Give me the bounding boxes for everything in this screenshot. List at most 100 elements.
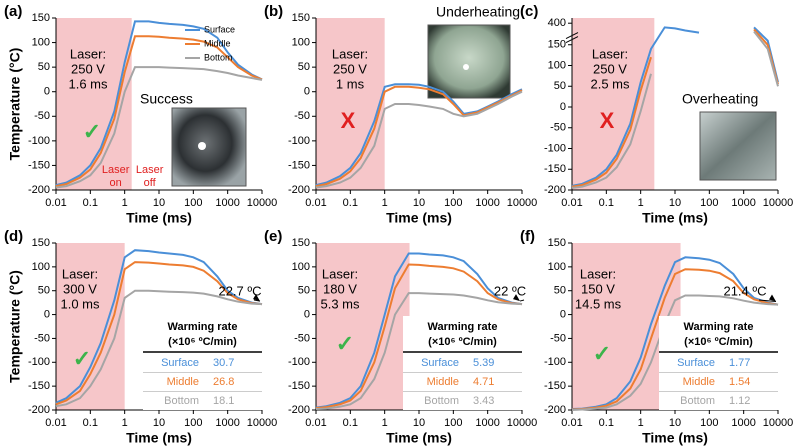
x-tick-label: 1000	[731, 197, 755, 209]
table-bg	[143, 316, 262, 410]
x-tick-label: 100	[700, 197, 718, 209]
y-tick-label: 150	[292, 12, 310, 24]
series-line	[55, 261, 263, 406]
photo-spot	[198, 142, 206, 150]
verdict: ✓	[593, 341, 611, 366]
y-tick-label: -200	[288, 184, 310, 196]
series-line	[315, 263, 523, 410]
series-line	[315, 90, 523, 189]
panel-label: (a)	[4, 3, 22, 20]
x-tick-label: 1	[382, 197, 388, 209]
x-tick-label: 10	[153, 417, 165, 429]
laser-setting: Laser:	[332, 46, 368, 61]
x-tick-label: 1000	[215, 197, 239, 209]
arrow	[253, 299, 261, 302]
x-tick-label: 1000	[215, 417, 239, 429]
x-tick-label: 100	[700, 417, 718, 429]
y-tick-label: 50	[38, 285, 50, 297]
panel: -200 -150 -100 -50 0 50 100 150 400 0.01 0.1 1 10 100…	[520, 3, 793, 226]
laser-setting: 250 V	[71, 61, 105, 76]
table-row-name: Bottom	[164, 395, 199, 407]
x-tick-label: 0.01	[305, 417, 326, 429]
axis-break	[565, 32, 579, 40]
series-line	[571, 294, 779, 411]
y-tick-label: 150	[548, 237, 566, 249]
laser-off: Laser	[136, 164, 164, 176]
x-axis-title: Time (ms)	[126, 210, 192, 226]
arrow	[519, 299, 525, 302]
series-line	[571, 30, 779, 189]
y-tick-label: -100	[28, 356, 50, 368]
y-tick-label: -50	[550, 122, 566, 134]
y-tick-label: -150	[28, 380, 50, 392]
x-tick-label: 0.01	[305, 197, 326, 209]
x-tick-label: 0.1	[343, 197, 358, 209]
x-tick-label: 1	[122, 197, 128, 209]
y-tick-label: 0	[304, 308, 310, 320]
laser-shade	[316, 18, 385, 190]
x-tick-label: 0.01	[561, 197, 582, 209]
laser-setting: 250 V	[593, 61, 627, 76]
panel-label: (b)	[264, 3, 283, 20]
y-tick-label: -150	[544, 380, 566, 392]
x-tick-label: 10000	[247, 417, 278, 429]
laser-setting: Laser:	[580, 266, 616, 281]
table-row-name: Bottom	[424, 395, 459, 407]
laser-setting: 250 V	[333, 61, 367, 76]
panel-label: (c)	[520, 3, 538, 20]
x-axis-title: Time (ms)	[642, 430, 708, 446]
table-row-value: 1.77	[729, 357, 750, 369]
y-tick-label: 400	[548, 17, 566, 29]
y-tick-label: 100	[32, 261, 50, 273]
x-tick-label: 1000	[731, 417, 755, 429]
y-tick-label: 100	[292, 261, 310, 273]
y-tick-label: -200	[544, 404, 566, 416]
outcome: Underheating	[436, 4, 520, 20]
x-tick-label: 10	[669, 197, 681, 209]
verdict: ✓	[83, 119, 101, 144]
table-row-name: Middle	[427, 376, 459, 388]
outcome: Overheating	[682, 91, 758, 107]
panel-label: (d)	[4, 228, 23, 245]
photo	[427, 24, 511, 99]
y-tick-label: -100	[288, 356, 310, 368]
x-tick-label: 0.1	[599, 417, 614, 429]
arrow	[758, 299, 777, 303]
table-unit: (×10⁶ ºC/min)	[168, 336, 237, 348]
y-tick-label: 150	[548, 39, 566, 51]
laser-setting: 180 V	[323, 281, 357, 296]
table-row-name: Middle	[167, 376, 199, 388]
arrow-head	[769, 294, 776, 302]
series-line	[315, 252, 523, 409]
table-row-name: Bottom	[680, 395, 715, 407]
x-tick-label: 100	[444, 417, 462, 429]
photo	[699, 111, 777, 181]
y-tick-label: 50	[554, 285, 566, 297]
table-row-name: Surface	[161, 357, 199, 369]
panel-label: (e)	[264, 228, 282, 245]
series-line	[571, 268, 779, 411]
y-tick-label: -150	[28, 159, 50, 171]
laser-setting: Laser:	[322, 266, 358, 281]
series-line	[55, 66, 263, 189]
table-row-name: Surface	[421, 357, 459, 369]
y-tick-label: 0	[44, 308, 50, 320]
x-tick-label: 100	[184, 417, 202, 429]
panel: -200 -150 -100 -50 0 50 100 150 0.01 0.1 1 10 100 100…	[520, 228, 793, 446]
x-tick-label: 1000	[475, 417, 499, 429]
y-tick-label: 100	[292, 36, 310, 48]
x-tick-label: 10000	[763, 197, 794, 209]
laser-shade	[56, 243, 125, 410]
x-tick-label: 0.01	[45, 197, 66, 209]
y-tick-label: 100	[548, 59, 566, 71]
table-row-value: 1.12	[729, 395, 750, 407]
series-line	[55, 35, 263, 188]
laser-setting: 2.5 ms	[590, 76, 630, 91]
y-tick-label: -200	[544, 184, 566, 196]
y-tick-label: -50	[550, 332, 566, 344]
y-tick-label: 50	[38, 61, 50, 73]
series-line	[55, 289, 263, 408]
x-tick-label: 10	[413, 417, 425, 429]
table-title: Warming rate	[428, 321, 498, 333]
y-tick-label: -100	[544, 356, 566, 368]
